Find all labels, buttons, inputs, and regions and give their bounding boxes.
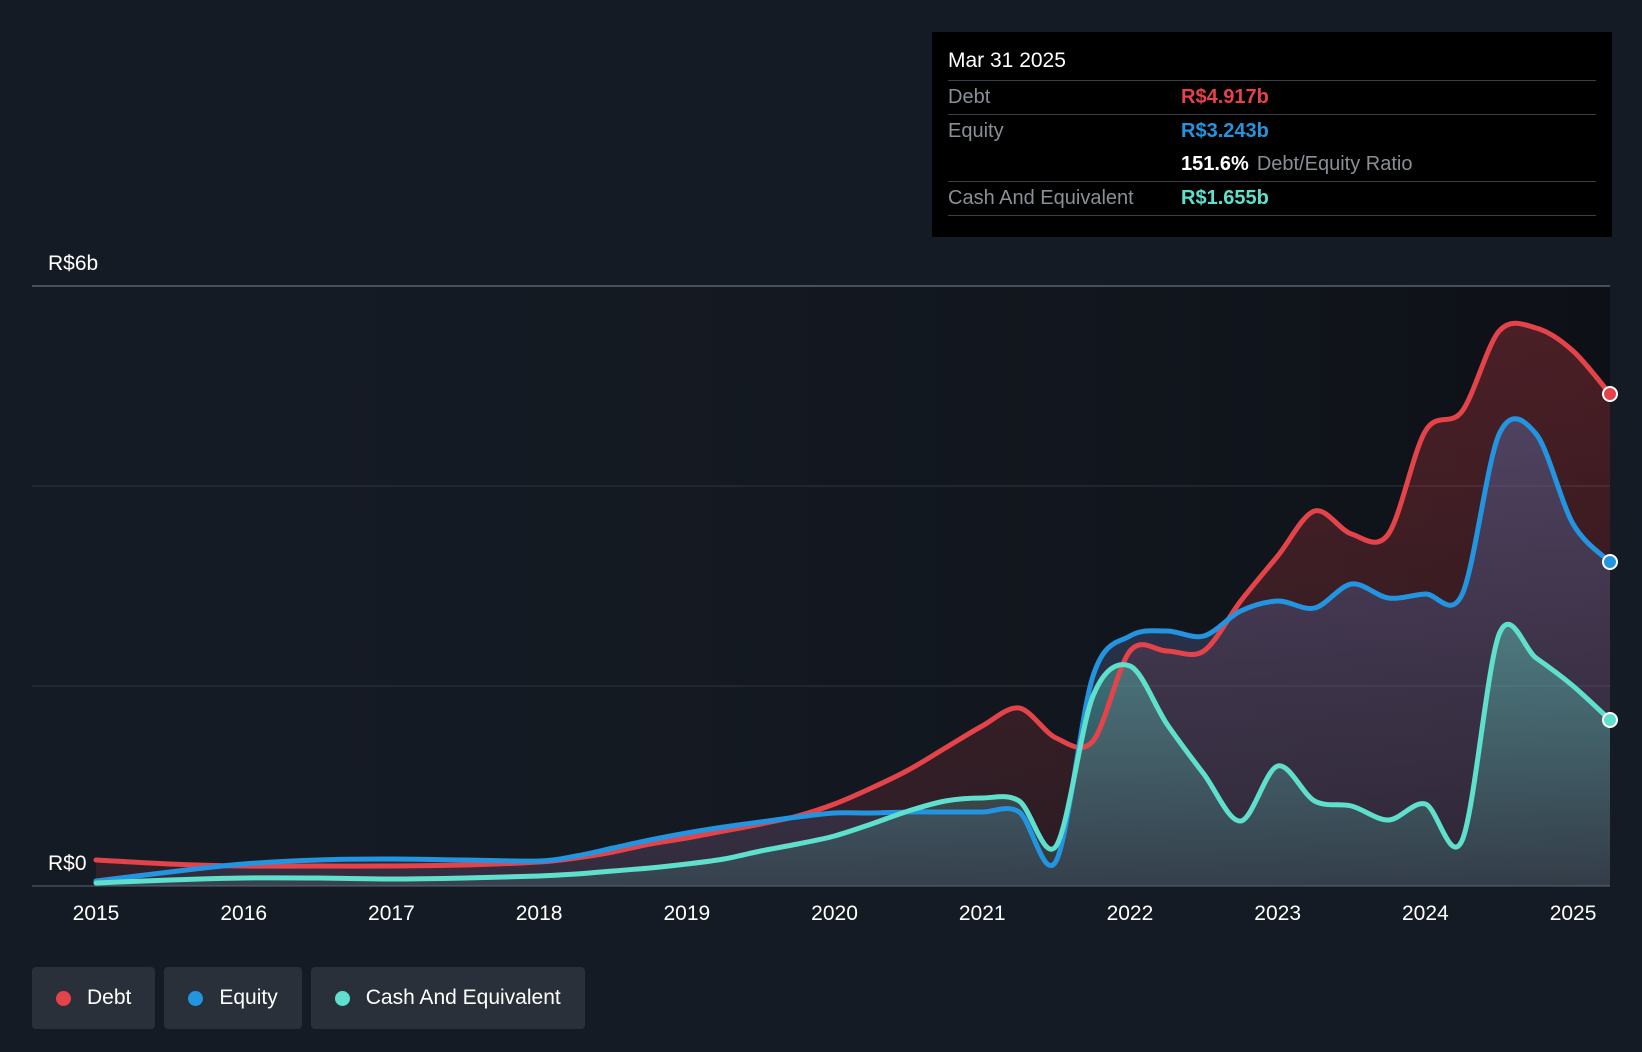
y-axis-top-label: R$6b xyxy=(48,252,98,275)
legend-item-debt[interactable]: Debt xyxy=(32,967,156,1029)
cash-area xyxy=(96,624,1610,886)
cash-dot-icon xyxy=(334,990,350,1006)
legend-item-equity[interactable]: Equity xyxy=(164,967,302,1029)
x-tick-label: 2024 xyxy=(1402,902,1449,925)
cash-end-marker xyxy=(1602,712,1618,728)
legend-label-cash: Cash And Equivalent xyxy=(365,986,561,1009)
debt-line xyxy=(93,320,1613,869)
x-tick-label: 2022 xyxy=(1107,902,1154,925)
tooltip-date: Mar 31 2025 xyxy=(948,46,1596,81)
x-tick-label: 2021 xyxy=(959,902,1006,925)
x-tick-label: 2015 xyxy=(73,902,120,925)
tooltip-ratio-value: 151.6% xyxy=(1181,153,1249,175)
legend: Debt Equity Cash And Equivalent xyxy=(32,967,585,1029)
tooltip-row-debt: Debt R$4.917b xyxy=(948,81,1596,115)
x-tick-label: 2019 xyxy=(663,902,710,925)
tooltip-panel: Mar 31 2025 Debt R$4.917b Equity R$3.243… xyxy=(932,32,1612,237)
legend-label-equity: Equity xyxy=(219,986,278,1009)
debt-end-marker xyxy=(1602,386,1618,402)
legend-label-debt: Debt xyxy=(87,986,132,1009)
tooltip-row-ratio: 151.6% Debt/Equity Ratio xyxy=(948,148,1596,182)
x-tick-label: 2017 xyxy=(368,902,415,925)
equity-end-marker xyxy=(1602,554,1618,570)
tooltip-cash-label: Cash And Equivalent xyxy=(948,187,1134,209)
debt-dot-icon xyxy=(56,990,71,1006)
equity-area xyxy=(96,418,1610,886)
cash-line xyxy=(93,622,1613,886)
x-tick-label: 2018 xyxy=(516,902,563,925)
y-axis-bottom-label: R$0 xyxy=(48,852,87,875)
x-tick-label: 2025 xyxy=(1550,902,1597,925)
tooltip-cash-value: R$1.655b xyxy=(1181,187,1269,209)
tooltip-equity-value: R$3.243b xyxy=(1181,120,1269,142)
tooltip-equity-label: Equity xyxy=(948,120,1004,142)
equity-line xyxy=(93,416,1613,884)
x-tick-label: 2020 xyxy=(811,902,858,925)
tooltip-row-cash: Cash And Equivalent R$1.655b xyxy=(948,182,1596,216)
tooltip-ratio-label: Debt/Equity Ratio xyxy=(1256,153,1413,175)
legend-item-cash[interactable]: Cash And Equivalent xyxy=(310,967,585,1029)
tooltip-debt-value: R$4.917b xyxy=(1181,86,1269,108)
x-tick-label: 2016 xyxy=(220,902,267,925)
x-tick-label: 2023 xyxy=(1254,902,1301,925)
tooltip-row-equity: Equity R$3.243b xyxy=(948,115,1596,148)
tooltip-debt-label: Debt xyxy=(948,86,991,108)
equity-dot-icon xyxy=(188,990,204,1006)
